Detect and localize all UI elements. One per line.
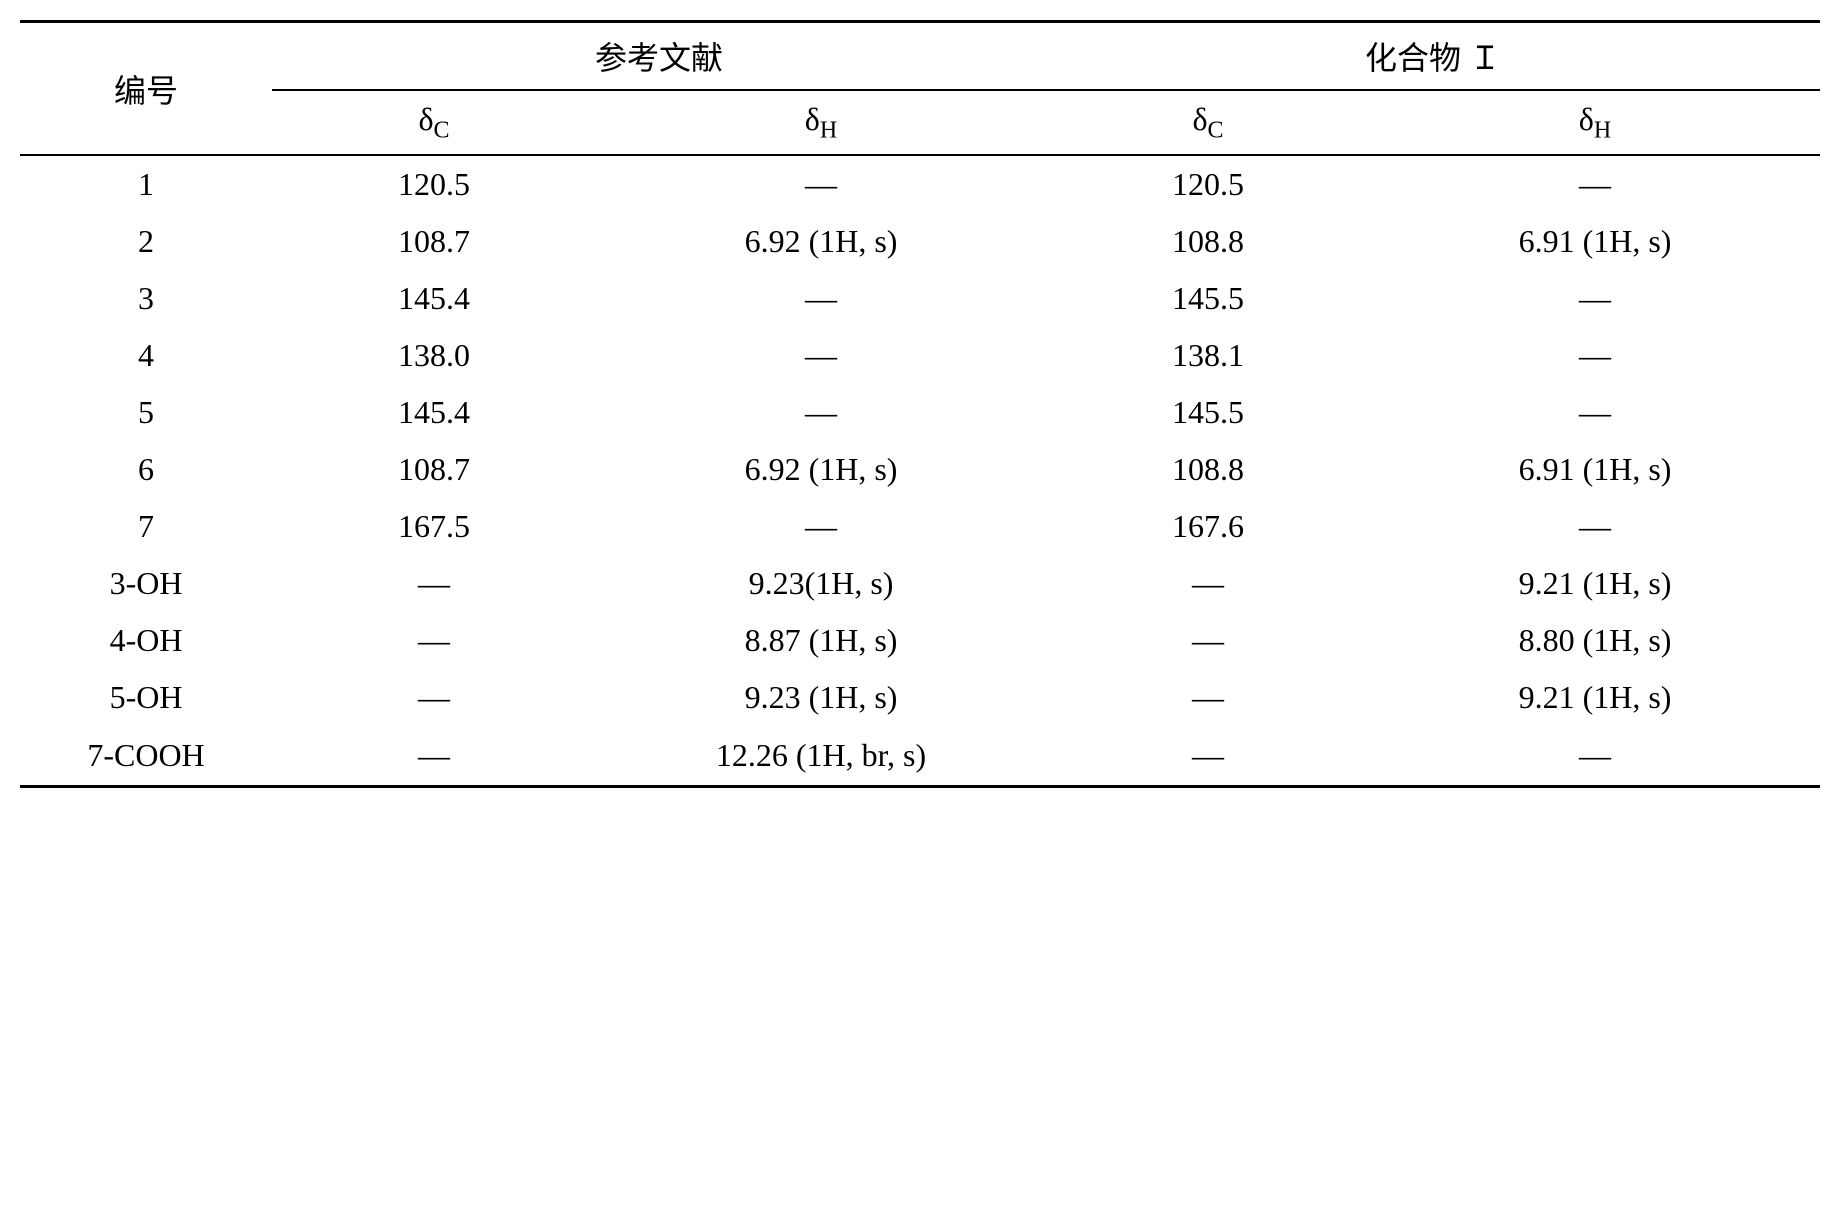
table-body: 1 120.5 — 120.5 — 2 108.7 6.92 (1H, s) 1… xyxy=(20,155,1820,786)
cell-num: 2 xyxy=(20,213,272,270)
cell-comp-dh: — xyxy=(1370,270,1820,327)
table-row: 3-OH — 9.23(1H, s) — 9.21 (1H, s) xyxy=(20,555,1820,612)
cell-ref-dh: — xyxy=(596,155,1046,213)
cell-num: 6 xyxy=(20,441,272,498)
cell-comp-dc: 145.5 xyxy=(1046,384,1370,441)
cell-comp-dc: 167.6 xyxy=(1046,498,1370,555)
cell-num: 5 xyxy=(20,384,272,441)
cell-ref-dh: — xyxy=(596,270,1046,327)
cell-num: 3-OH xyxy=(20,555,272,612)
table-row: 5-OH — 9.23 (1H, s) — 9.21 (1H, s) xyxy=(20,669,1820,726)
cell-ref-dh: 8.87 (1H, s) xyxy=(596,612,1046,669)
cell-num: 7-COOH xyxy=(20,726,272,786)
cell-num: 3 xyxy=(20,270,272,327)
table-row: 3 145.4 — 145.5 — xyxy=(20,270,1820,327)
cell-num: 4-OH xyxy=(20,612,272,669)
cell-comp-dh: — xyxy=(1370,726,1820,786)
cell-comp-dc: 145.5 xyxy=(1046,270,1370,327)
cell-num: 5-OH xyxy=(20,669,272,726)
cell-ref-dc: — xyxy=(272,612,596,669)
header-group-reference: 参考文献 xyxy=(272,22,1046,91)
cell-num: 1 xyxy=(20,155,272,213)
cell-comp-dc: — xyxy=(1046,669,1370,726)
table-row: 6 108.7 6.92 (1H, s) 108.8 6.91 (1H, s) xyxy=(20,441,1820,498)
table-row: 4-OH — 8.87 (1H, s) — 8.80 (1H, s) xyxy=(20,612,1820,669)
cell-ref-dc: 108.7 xyxy=(272,213,596,270)
header-row-label: 编号 xyxy=(20,22,272,156)
cell-comp-dh: 9.21 (1H, s) xyxy=(1370,555,1820,612)
cell-comp-dh: 6.91 (1H, s) xyxy=(1370,213,1820,270)
cell-comp-dc: 138.1 xyxy=(1046,327,1370,384)
table-row: 1 120.5 — 120.5 — xyxy=(20,155,1820,213)
cell-comp-dh: — xyxy=(1370,384,1820,441)
cell-ref-dc: — xyxy=(272,726,596,786)
header-comp-delta-h: δH xyxy=(1370,90,1820,155)
cell-ref-dh: 6.92 (1H, s) xyxy=(596,441,1046,498)
header-ref-delta-h: δH xyxy=(596,90,1046,155)
header-ref-delta-c: δC xyxy=(272,90,596,155)
header-group-compound: 化合物 Ｉ xyxy=(1046,22,1820,91)
cell-comp-dh: — xyxy=(1370,498,1820,555)
cell-ref-dh: — xyxy=(596,327,1046,384)
table-row: 7 167.5 — 167.6 — xyxy=(20,498,1820,555)
cell-ref-dh: 12.26 (1H, br, s) xyxy=(596,726,1046,786)
header-comp-delta-c: δC xyxy=(1046,90,1370,155)
cell-comp-dc: — xyxy=(1046,726,1370,786)
cell-ref-dc: — xyxy=(272,669,596,726)
cell-num: 4 xyxy=(20,327,272,384)
table-row: 5 145.4 — 145.5 — xyxy=(20,384,1820,441)
table-row: 7-COOH — 12.26 (1H, br, s) — — xyxy=(20,726,1820,786)
cell-comp-dh: 9.21 (1H, s) xyxy=(1370,669,1820,726)
cell-comp-dc: 108.8 xyxy=(1046,213,1370,270)
cell-ref-dc: 120.5 xyxy=(272,155,596,213)
cell-ref-dh: 9.23(1H, s) xyxy=(596,555,1046,612)
nmr-data-table: 编号 参考文献 化合物 Ｉ δC δH δC δH 1 120.5 — 120.… xyxy=(20,20,1820,788)
table-row: 4 138.0 — 138.1 — xyxy=(20,327,1820,384)
cell-comp-dh: 8.80 (1H, s) xyxy=(1370,612,1820,669)
cell-comp-dc: — xyxy=(1046,612,1370,669)
cell-ref-dc: 108.7 xyxy=(272,441,596,498)
cell-ref-dc: 167.5 xyxy=(272,498,596,555)
cell-ref-dh: — xyxy=(596,384,1046,441)
table-row: 2 108.7 6.92 (1H, s) 108.8 6.91 (1H, s) xyxy=(20,213,1820,270)
cell-num: 7 xyxy=(20,498,272,555)
cell-comp-dc: 120.5 xyxy=(1046,155,1370,213)
cell-comp-dh: 6.91 (1H, s) xyxy=(1370,441,1820,498)
cell-comp-dc: — xyxy=(1046,555,1370,612)
cell-ref-dc: 145.4 xyxy=(272,270,596,327)
cell-ref-dh: 9.23 (1H, s) xyxy=(596,669,1046,726)
cell-ref-dh: — xyxy=(596,498,1046,555)
cell-comp-dh: — xyxy=(1370,155,1820,213)
cell-ref-dc: 145.4 xyxy=(272,384,596,441)
cell-ref-dc: — xyxy=(272,555,596,612)
cell-comp-dh: — xyxy=(1370,327,1820,384)
cell-ref-dh: 6.92 (1H, s) xyxy=(596,213,1046,270)
cell-ref-dc: 138.0 xyxy=(272,327,596,384)
cell-comp-dc: 108.8 xyxy=(1046,441,1370,498)
